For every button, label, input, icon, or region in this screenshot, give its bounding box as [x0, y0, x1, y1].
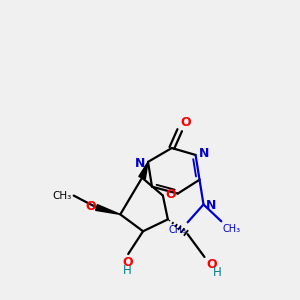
Text: CH₃: CH₃ [52, 190, 72, 201]
Text: CH₃: CH₃ [169, 225, 187, 235]
Text: O: O [166, 188, 176, 201]
Polygon shape [96, 205, 120, 214]
Text: O: O [122, 256, 133, 269]
Text: O: O [206, 258, 217, 271]
Text: N: N [135, 158, 145, 170]
Text: N: N [206, 199, 216, 212]
Text: H: H [212, 266, 221, 279]
Text: CH₃: CH₃ [222, 224, 240, 234]
Text: H: H [123, 264, 132, 277]
Text: O: O [181, 116, 191, 129]
Text: N: N [199, 148, 209, 160]
Polygon shape [139, 162, 148, 179]
Text: O: O [85, 200, 95, 213]
